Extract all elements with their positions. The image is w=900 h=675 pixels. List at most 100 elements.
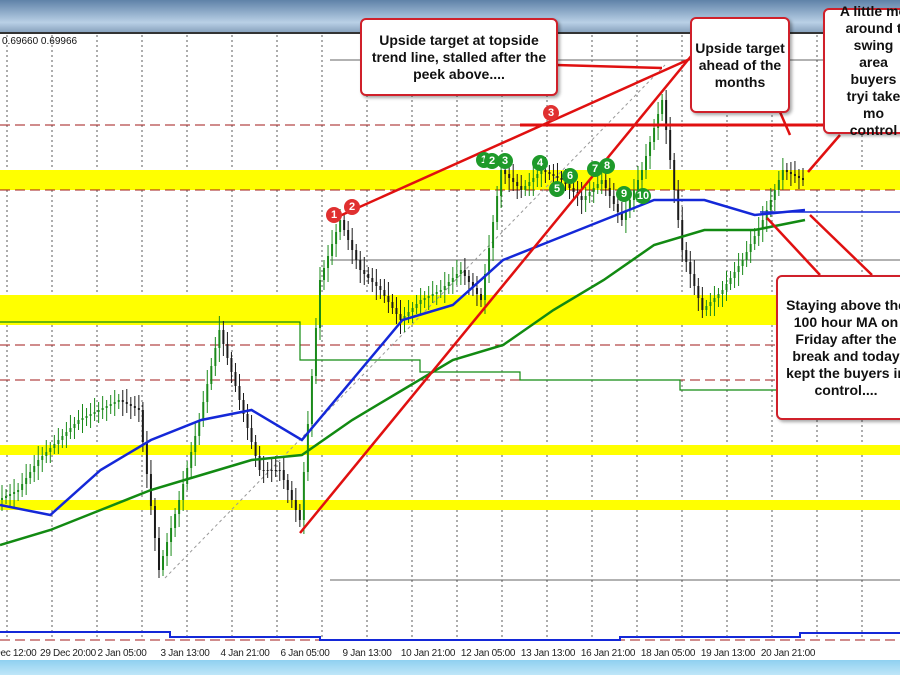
candle-body xyxy=(170,528,173,542)
green-swing-label: 4 xyxy=(532,155,548,171)
candle-body xyxy=(375,282,378,286)
candle-body xyxy=(383,290,386,296)
annotation-100-hour-ma: Staying above the 100 hour MA on Friday … xyxy=(776,275,900,420)
candle-body xyxy=(500,170,503,196)
candle-body xyxy=(274,470,277,471)
x-tick-label: 6 Jan 05:00 xyxy=(280,648,330,659)
candle-body xyxy=(773,190,776,200)
candle-body xyxy=(572,188,575,192)
candle-body xyxy=(793,174,796,176)
x-tick-label: 9 Jan 13:00 xyxy=(342,648,392,659)
candle-body xyxy=(262,470,265,471)
candle-body xyxy=(129,404,132,406)
candle-body xyxy=(540,170,543,174)
candle-body xyxy=(302,472,305,520)
candle-body xyxy=(451,278,454,282)
candle-body xyxy=(178,500,181,514)
candle-body xyxy=(588,192,591,196)
green-swing-label: 9 xyxy=(616,186,632,202)
candle-body xyxy=(13,492,16,494)
candle-body xyxy=(226,344,229,358)
candle-body xyxy=(512,178,515,182)
candle-body xyxy=(355,250,358,260)
candle-body xyxy=(580,196,583,200)
candle-body xyxy=(335,232,338,244)
candle-body xyxy=(327,256,330,268)
candle-body xyxy=(624,210,627,220)
candle-body xyxy=(57,440,60,444)
candle-body xyxy=(9,494,12,496)
candle-body xyxy=(347,230,350,240)
candle-body xyxy=(717,294,720,298)
candle-body xyxy=(186,468,189,484)
candle-body xyxy=(713,298,716,302)
x-tick-label: 10 Jan 21:00 xyxy=(400,648,456,659)
candle-body xyxy=(61,436,64,440)
ma200-line xyxy=(0,218,806,547)
candle-body xyxy=(673,160,676,190)
candle-body xyxy=(677,190,680,220)
candle-body xyxy=(49,448,52,452)
candle-body xyxy=(536,174,539,178)
candle-body xyxy=(689,262,692,274)
candle-body xyxy=(777,180,780,190)
candle-body xyxy=(343,220,346,230)
x-tick-label: 2 Jan 05:00 xyxy=(97,648,147,659)
candle-body xyxy=(411,308,414,312)
candle-body xyxy=(33,466,36,472)
candle-body xyxy=(560,178,563,180)
candle-body xyxy=(41,456,44,460)
candle-body xyxy=(323,268,326,280)
candle-body xyxy=(532,178,535,182)
candle-body xyxy=(484,274,487,300)
indicator-line xyxy=(0,631,900,641)
candle-body xyxy=(250,428,253,442)
candle-body xyxy=(81,418,84,420)
support-resistance-zone xyxy=(0,170,900,190)
candle-body xyxy=(258,456,261,470)
channel-line xyxy=(164,64,666,579)
candle-body xyxy=(475,288,478,294)
ma-step-line xyxy=(0,321,900,397)
candle-body xyxy=(709,302,712,306)
candle-body xyxy=(496,196,499,222)
candle-body xyxy=(282,470,285,480)
candle-body xyxy=(214,348,217,366)
candle-body xyxy=(737,266,740,272)
candle-body xyxy=(339,220,342,232)
x-tick-label: 29 Dec 20:00 xyxy=(40,648,96,659)
candle-body xyxy=(403,316,406,320)
candle-body xyxy=(661,100,664,114)
candle-body xyxy=(471,282,474,288)
candle-body xyxy=(669,130,672,160)
x-tick-label: 13 Jan 13:00 xyxy=(520,648,576,659)
candle-body xyxy=(109,404,112,406)
green-swing-label: 5 xyxy=(549,181,565,197)
candle-body xyxy=(113,402,116,404)
red-swing-label: 2 xyxy=(344,199,360,215)
candle-body xyxy=(733,272,736,278)
candle-body xyxy=(105,406,108,408)
candle-body xyxy=(640,170,643,180)
candle-body xyxy=(246,414,249,428)
candle-body xyxy=(552,174,555,176)
candle-body xyxy=(592,188,595,192)
candle-body xyxy=(596,184,599,188)
candle-body xyxy=(202,402,205,420)
support-resistance-zone xyxy=(0,445,900,455)
candle-body xyxy=(29,472,32,478)
candle-body xyxy=(608,188,611,196)
candle-body xyxy=(725,284,728,290)
candle-body xyxy=(761,220,764,228)
candle-body xyxy=(395,308,398,314)
candle-body xyxy=(286,480,289,490)
candle-body xyxy=(645,156,648,170)
pointer-arrow xyxy=(766,217,821,276)
topside-trendline xyxy=(334,56,693,220)
candle-body xyxy=(504,170,507,174)
candle-body xyxy=(753,236,756,244)
candle-body xyxy=(298,510,301,520)
candle-body xyxy=(524,186,527,190)
candle-body xyxy=(367,274,370,278)
x-tick-label: 4 Jan 21:00 xyxy=(220,648,270,659)
